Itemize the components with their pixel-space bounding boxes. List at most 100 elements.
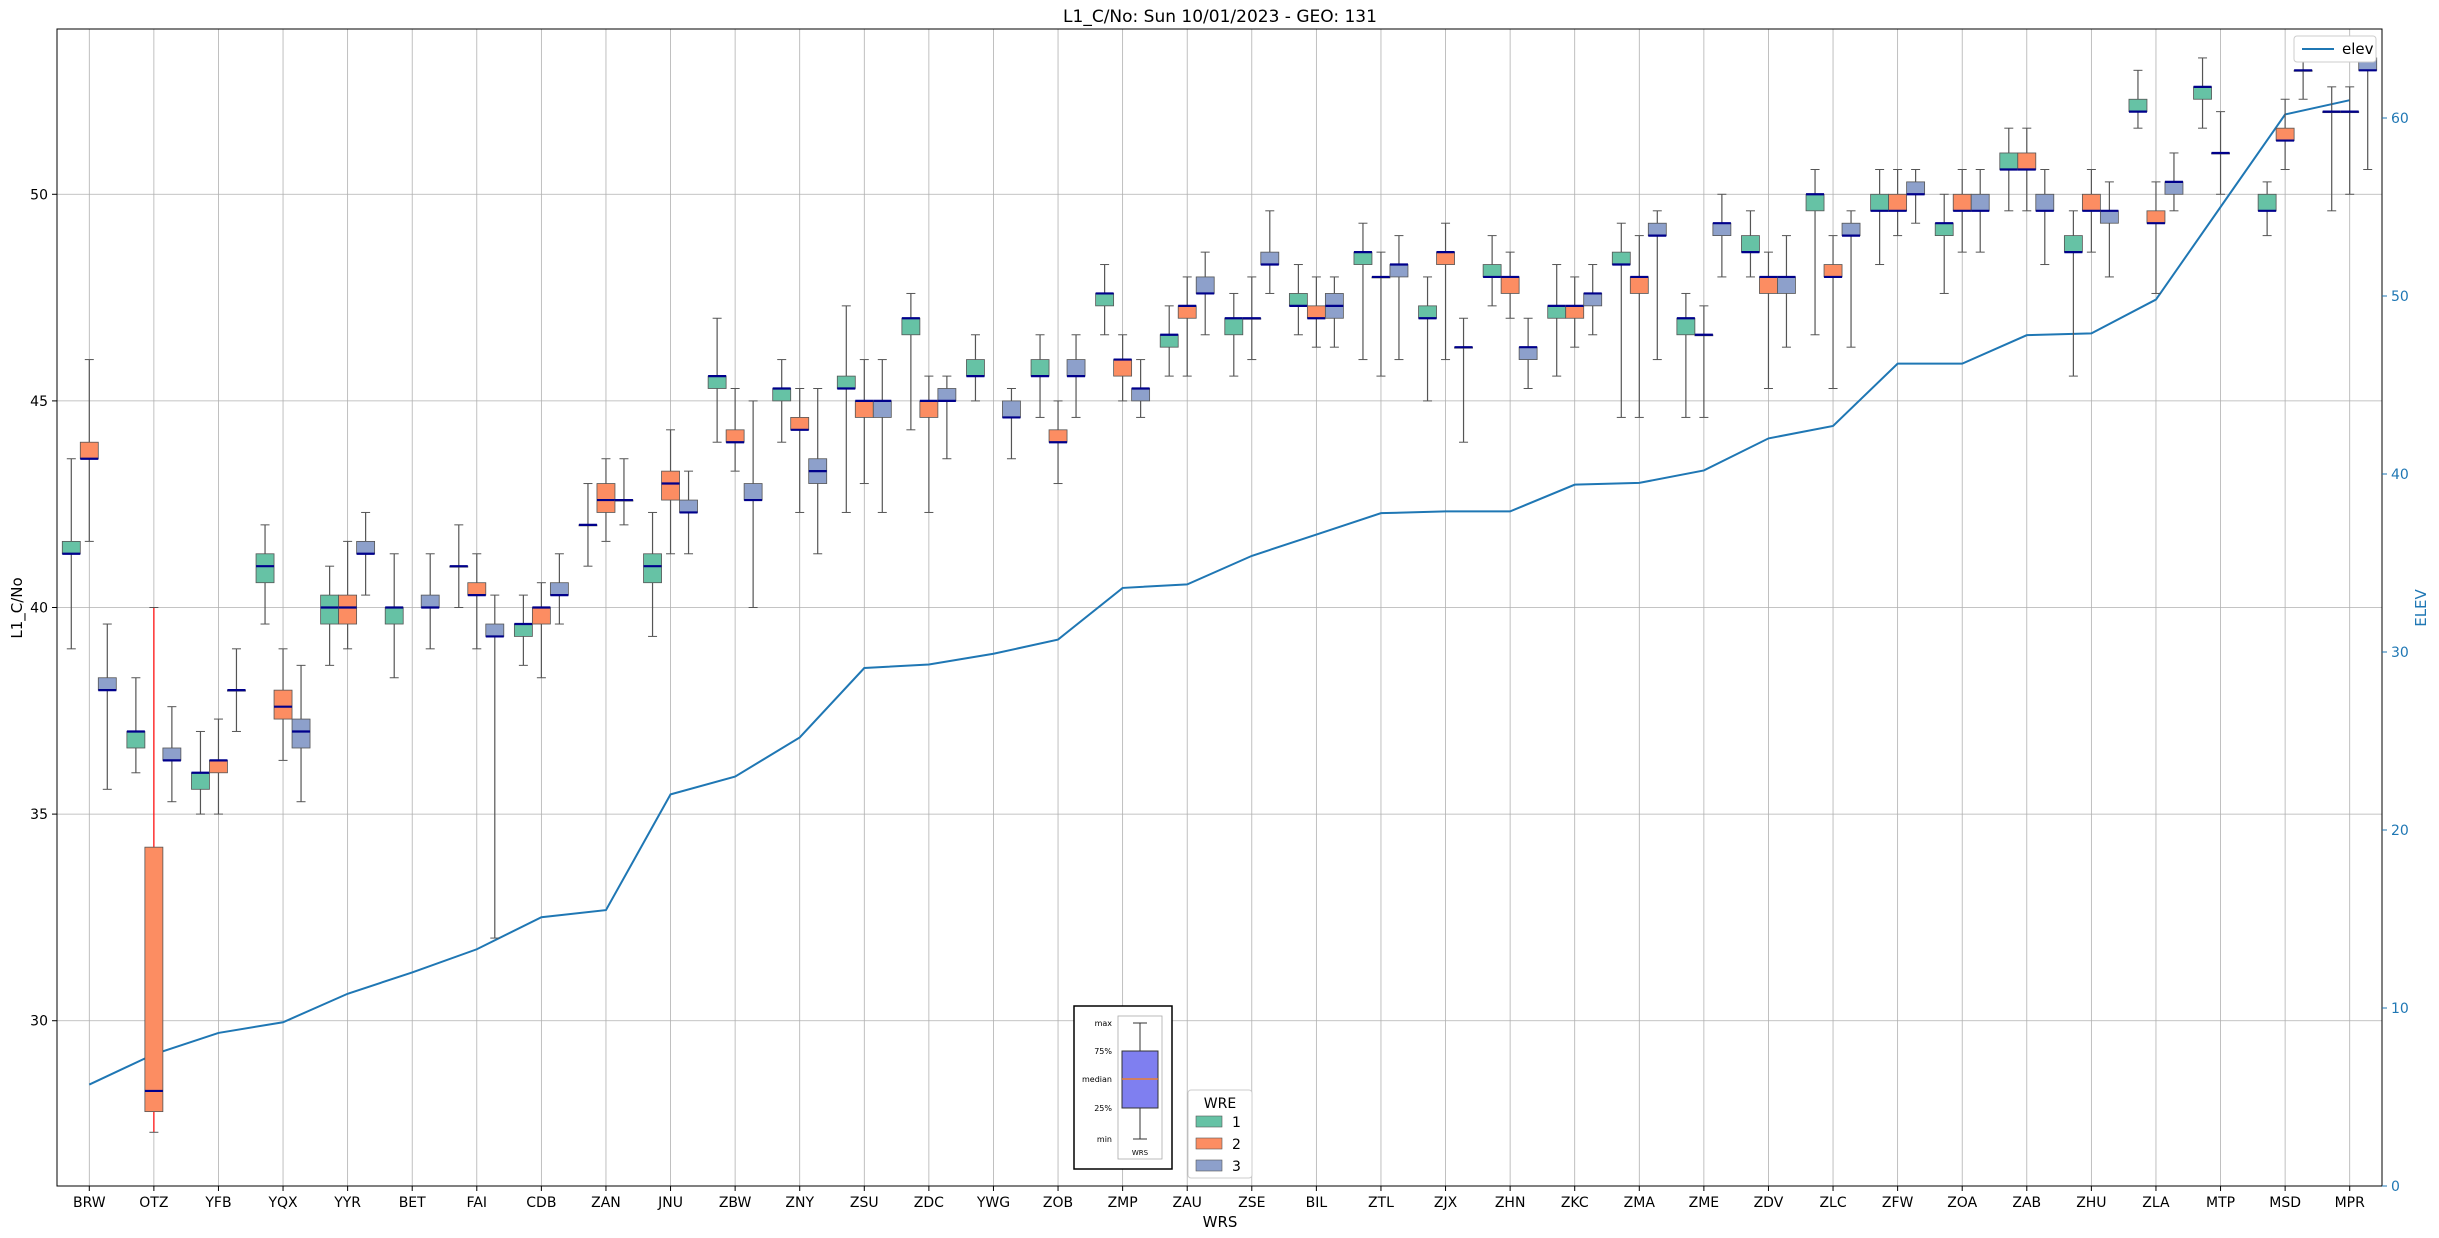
y2-tick-label-20: 20: [2391, 823, 2409, 839]
box-cdb-wre3-body: [549, 582, 569, 596]
box-zdv-wre2-body: [1759, 276, 1778, 294]
x-tick-label-zny: ZNY: [785, 1195, 814, 1211]
box-zbw-wre3-body: [743, 483, 763, 501]
box-zfw-wre2-body: [1888, 193, 1908, 212]
wre-legend-swatch-2: [1195, 1137, 1223, 1150]
x-tick-label-zse: ZSE: [1238, 1195, 1265, 1211]
wre-legend-label-2: 2: [1232, 1137, 1241, 1153]
wre-legend-label-3: 3: [1232, 1159, 1241, 1175]
x-tick-label-mpr: MPR: [2335, 1195, 2366, 1211]
box-zjx-wre1-body: [1418, 305, 1437, 319]
y-tick-label-35: 35: [30, 807, 48, 823]
box-bil-wre1-body: [1288, 293, 1308, 307]
box-zse-wre3-body: [1260, 251, 1280, 265]
box-zny-wre1-body: [772, 388, 792, 402]
box-otz-wre2-body: [144, 846, 164, 1113]
box-ztl-wre1-body: [1353, 251, 1373, 265]
box-otz-wre1-body: [126, 731, 146, 749]
x-tick-label-ywg: YWG: [976, 1195, 1010, 1211]
box-zoa-wre3-body: [1970, 193, 1990, 212]
y-tick-label-30: 30: [30, 1014, 48, 1030]
boxplot-key: max 75% median 25% min WRS: [1073, 1005, 1173, 1170]
grid: [57, 29, 2382, 1186]
box-zmp-wre1-body: [1095, 293, 1115, 307]
box-brw-wre3-body: [97, 677, 117, 691]
box-zkc-wre1-body: [1547, 305, 1567, 319]
box-zab-wre1-body: [1999, 152, 2019, 170]
x-tick-label-yqx: YQX: [267, 1195, 298, 1211]
box-zsu-wre3-body: [872, 400, 892, 418]
x-axis-label: WRS: [1203, 1213, 1238, 1231]
box-zab-wre2-body: [2017, 152, 2037, 170]
boxplot-key-label-q3: 75%: [1094, 1047, 1112, 1056]
y2-tick-label-50: 50: [2391, 289, 2409, 305]
x-tick-label-zme: ZME: [1689, 1195, 1720, 1211]
box-zhu-wre3-body: [2099, 210, 2119, 224]
box-otz-wre3-body: [162, 747, 182, 761]
elev-legend-label: elev: [2342, 40, 2374, 58]
box-yfb-wre1-body: [191, 772, 210, 790]
x-tick-label-zdc: ZDC: [914, 1195, 944, 1211]
box-zla-wre2-body: [2146, 210, 2166, 224]
box-zob-wre1-body: [1030, 359, 1050, 377]
x-tick-label-cdb: CDB: [526, 1195, 556, 1211]
y-tick-label-40: 40: [30, 601, 48, 617]
x-tick-label-zkc: ZKC: [1561, 1195, 1589, 1211]
boxplot-key-inner-frame: [1117, 1015, 1163, 1160]
y2-tick-label-30: 30: [2391, 645, 2409, 661]
x-tick-label-zsu: ZSU: [850, 1195, 879, 1211]
box-zlc-wre3-body: [1841, 222, 1861, 237]
boxes: [61, 45, 2378, 1133]
x-tick-label-zbw: ZBW: [719, 1195, 752, 1211]
box-zmp-wre2-body: [1113, 359, 1133, 377]
box-yqx-wre2-body: [273, 689, 293, 720]
x-tick-label-zob: ZOB: [1043, 1195, 1073, 1211]
box-bil-wre2-body: [1306, 305, 1326, 319]
box-bet-wre3-body: [420, 594, 440, 608]
box-zoa-wre1-body: [1934, 222, 1954, 237]
box-cdb-wre1-body: [513, 623, 533, 637]
box-zla-wre1-body: [2128, 98, 2148, 113]
box-zny-wre2-body: [790, 417, 810, 431]
x-tick-label-zmp: ZMP: [1108, 1195, 1138, 1211]
box-jnu-wre2-body: [661, 470, 680, 501]
box-yyr-wre2-body: [338, 594, 358, 625]
box-zdv-wre1-body: [1741, 235, 1760, 253]
box-zkc-wre2-body: [1565, 305, 1585, 319]
box-zjx-wre2-body: [1436, 251, 1455, 265]
box-msd-wre2-body: [2275, 127, 2295, 141]
box-zau-wre2-body: [1177, 305, 1197, 319]
boxplot-key-xlabel: WRS: [1132, 1149, 1149, 1157]
x-tick-label-zan: ZAN: [591, 1195, 621, 1211]
y2-tick-label-60: 60: [2391, 111, 2409, 127]
box-ztl-wre3-body: [1389, 264, 1409, 278]
y-tick-label-45: 45: [30, 394, 48, 410]
x-tick-label-ztl: ZTL: [1368, 1195, 1394, 1211]
box-jnu-wre1-body: [643, 553, 662, 584]
elev-line-layer: [88, 99, 2350, 1086]
x-tick-label-zma: ZMA: [1624, 1195, 1656, 1211]
box-zhu-wre2-body: [2081, 193, 2101, 212]
box-zfw-wre3-body: [1906, 181, 1926, 195]
box-zau-wre3-body: [1195, 276, 1215, 294]
box-zab-wre3-body: [2035, 193, 2055, 212]
x-tick-label-otz: OTZ: [139, 1195, 168, 1211]
x-tick-label-zlc: ZLC: [1819, 1195, 1846, 1211]
x-tick-label-jnu: JNU: [657, 1195, 683, 1211]
box-yfb-wre2-body: [209, 759, 228, 774]
elev-legend-frame: [2293, 35, 2377, 63]
box-zhn-wre1-body: [1482, 264, 1502, 278]
x-tick-label-zla: ZLA: [2142, 1195, 2170, 1211]
x-tick-label-zhn: ZHN: [1495, 1195, 1526, 1211]
wre-legend-frame: [1187, 1089, 1253, 1179]
box-zma-wre1-body: [1611, 251, 1631, 265]
box-msd-wre1-body: [2257, 193, 2277, 212]
x-tick-label-zab: ZAB: [2012, 1195, 2041, 1211]
y2-tick-label-10: 10: [2391, 1001, 2409, 1017]
box-bet-wre1-body: [384, 607, 404, 625]
box-brw-wre2-body: [79, 441, 99, 460]
wre-legend: WRE 1 2 3: [1187, 1089, 1253, 1179]
box-zhn-wre2-body: [1500, 276, 1520, 294]
box-yqx-wre3-body: [291, 718, 311, 749]
